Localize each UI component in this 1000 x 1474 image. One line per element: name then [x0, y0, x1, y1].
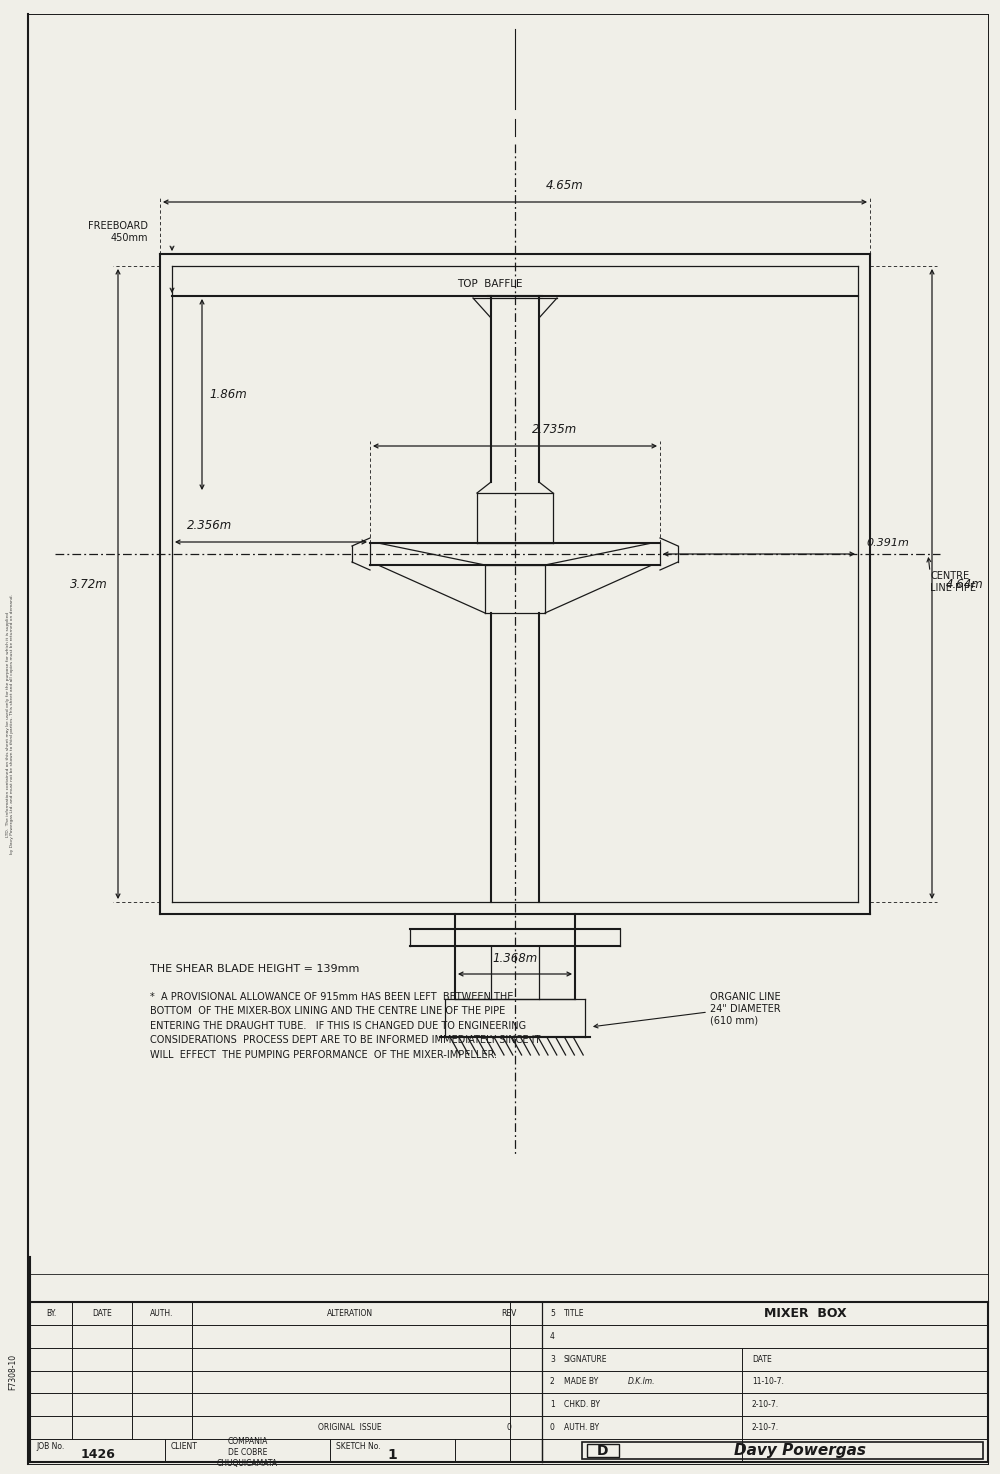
Text: 2.735m: 2.735m: [532, 423, 578, 436]
Text: 1: 1: [388, 1447, 397, 1462]
Text: SIGNATURE: SIGNATURE: [564, 1355, 608, 1363]
Text: SKETCH No.: SKETCH No.: [336, 1442, 381, 1450]
Text: 2-10-7.: 2-10-7.: [752, 1424, 779, 1433]
Text: TITLE: TITLE: [564, 1309, 584, 1318]
Text: CENTRE
LINE PIPE: CENTRE LINE PIPE: [930, 572, 976, 593]
Text: Davy Powergas: Davy Powergas: [734, 1443, 866, 1458]
Text: 4.64m: 4.64m: [946, 578, 984, 591]
Text: DATE: DATE: [752, 1355, 772, 1363]
Text: F7308-10: F7308-10: [8, 1355, 18, 1390]
Text: D.K.lm.: D.K.lm.: [628, 1378, 656, 1387]
Text: 2: 2: [550, 1378, 555, 1387]
Text: AUTH.: AUTH.: [150, 1309, 174, 1318]
Text: 2-10-7.: 2-10-7.: [752, 1400, 779, 1409]
Text: 2.356m: 2.356m: [187, 519, 232, 532]
Text: 0: 0: [507, 1424, 511, 1433]
Text: TOP  BAFFLE: TOP BAFFLE: [457, 279, 523, 289]
Text: JOB No.: JOB No.: [36, 1442, 64, 1450]
Text: 1.368m: 1.368m: [492, 952, 538, 965]
Text: AUTH. BY: AUTH. BY: [564, 1424, 599, 1433]
Text: FREEBOARD
450mm: FREEBOARD 450mm: [88, 221, 148, 243]
Text: DATE: DATE: [92, 1309, 112, 1318]
Text: 1426: 1426: [80, 1447, 115, 1461]
Text: ORIGINAL  ISSUE: ORIGINAL ISSUE: [318, 1424, 382, 1433]
Text: CHKD. BY: CHKD. BY: [564, 1400, 600, 1409]
Text: 0.391m: 0.391m: [866, 538, 909, 548]
Text: 1: 1: [550, 1400, 555, 1409]
Text: 4: 4: [550, 1332, 555, 1341]
Text: 3: 3: [550, 1355, 555, 1363]
Text: *  A PROVISIONAL ALLOWANCE OF 915mm HAS BEEN LEFT  BETWEEN THE
BOTTOM  OF THE MI: * A PROVISIONAL ALLOWANCE OF 915mm HAS B…: [150, 992, 540, 1060]
Text: REV: REV: [501, 1309, 517, 1318]
Text: LTD.  The information contained on this sheet may be used only for the purpose f: LTD. The information contained on this s…: [6, 594, 14, 853]
Text: THE SHEAR BLADE HEIGHT = 139mm: THE SHEAR BLADE HEIGHT = 139mm: [150, 964, 359, 974]
Text: MIXER  BOX: MIXER BOX: [764, 1307, 846, 1319]
Text: ALTERATION: ALTERATION: [327, 1309, 373, 1318]
Text: 11-10-7.: 11-10-7.: [752, 1378, 784, 1387]
Text: BY.: BY.: [46, 1309, 56, 1318]
Bar: [587, 1445, 619, 1456]
Text: 4.65m: 4.65m: [546, 178, 584, 192]
Bar: [582, 1442, 983, 1459]
Text: CLIENT: CLIENT: [171, 1442, 198, 1450]
Text: ORGANIC LINE
24" DIAMETER
(610 mm): ORGANIC LINE 24" DIAMETER (610 mm): [710, 992, 781, 1026]
Text: 5: 5: [550, 1309, 555, 1318]
Text: D: D: [597, 1443, 609, 1458]
Text: 1.86m: 1.86m: [209, 388, 247, 401]
Text: 0: 0: [550, 1424, 555, 1433]
Text: MADE BY: MADE BY: [564, 1378, 598, 1387]
Text: 3.72m: 3.72m: [70, 578, 108, 591]
Text: COMPANIA
DE COBRE
CHUQUICAMATA: COMPANIA DE COBRE CHUQUICAMATA: [217, 1437, 278, 1468]
